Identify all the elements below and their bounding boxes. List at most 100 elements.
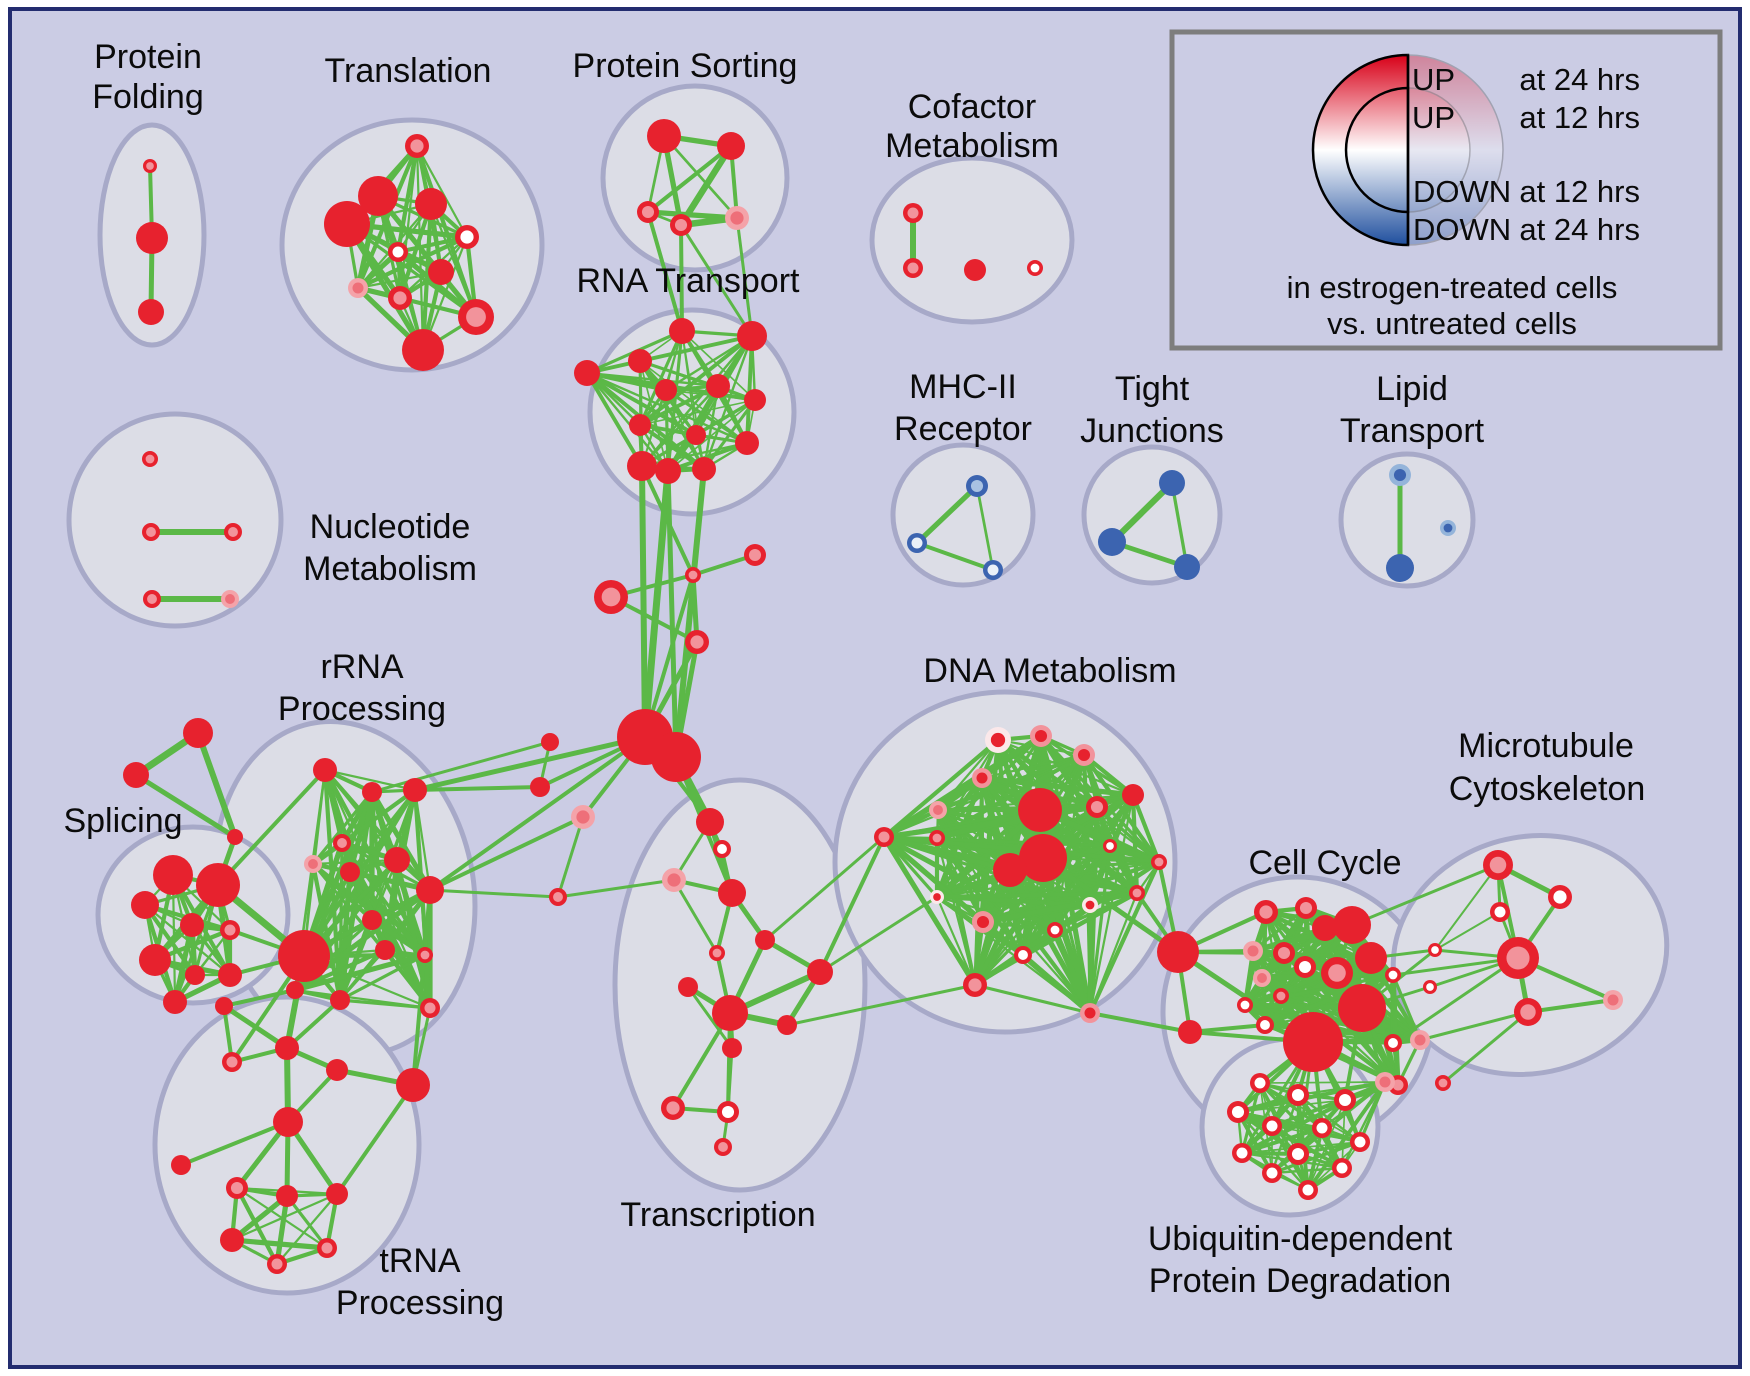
gene-node[interactable] bbox=[735, 431, 759, 455]
gene-node-core bbox=[308, 859, 318, 869]
gene-node[interactable] bbox=[1178, 1020, 1202, 1044]
gene-node[interactable] bbox=[384, 847, 410, 873]
gene-node[interactable] bbox=[629, 414, 651, 436]
edge bbox=[274, 1193, 290, 1267]
gene-node[interactable] bbox=[402, 329, 444, 371]
gene-node[interactable] bbox=[362, 782, 382, 802]
gene-node[interactable] bbox=[1283, 1012, 1343, 1072]
gene-node[interactable] bbox=[276, 1185, 298, 1207]
gene-node[interactable] bbox=[706, 374, 730, 398]
gene-node[interactable] bbox=[628, 349, 652, 373]
edge bbox=[973, 983, 1092, 1015]
gene-node[interactable] bbox=[218, 963, 242, 987]
gene-node[interactable] bbox=[396, 1068, 430, 1102]
gene-node[interactable] bbox=[1019, 834, 1067, 882]
gene-node[interactable] bbox=[183, 718, 213, 748]
gene-node[interactable] bbox=[340, 862, 360, 882]
gene-node[interactable] bbox=[964, 259, 986, 281]
cluster-label-rr: rRNA bbox=[320, 648, 403, 686]
gene-node[interactable] bbox=[1122, 784, 1144, 806]
gene-node[interactable] bbox=[416, 876, 444, 904]
gene-node[interactable] bbox=[669, 318, 695, 344]
gene-node[interactable] bbox=[180, 913, 204, 937]
gene-node[interactable] bbox=[692, 457, 716, 481]
gene-node[interactable] bbox=[326, 1059, 348, 1081]
gene-node[interactable] bbox=[131, 891, 159, 919]
gene-node[interactable] bbox=[1157, 931, 1199, 973]
gene-node[interactable] bbox=[185, 965, 205, 985]
gene-node[interactable] bbox=[777, 1015, 797, 1035]
gene-node[interactable] bbox=[362, 910, 382, 930]
gene-node-core bbox=[553, 892, 563, 902]
gene-node[interactable] bbox=[737, 321, 767, 351]
gene-node[interactable] bbox=[428, 259, 454, 285]
gene-node[interactable] bbox=[139, 944, 171, 976]
gene-node-core bbox=[1277, 946, 1291, 960]
gene-node[interactable] bbox=[171, 1155, 191, 1175]
gene-node[interactable] bbox=[696, 808, 724, 836]
gene-node[interactable] bbox=[313, 758, 337, 782]
gene-node[interactable] bbox=[1386, 554, 1414, 582]
gene-node[interactable] bbox=[1018, 788, 1062, 832]
gene-node[interactable] bbox=[330, 990, 350, 1010]
gene-node[interactable] bbox=[324, 201, 370, 247]
gene-node[interactable] bbox=[686, 425, 706, 445]
gene-node[interactable] bbox=[358, 176, 398, 216]
edge bbox=[382, 857, 400, 953]
gene-node[interactable] bbox=[1174, 554, 1200, 580]
legend-dir-down12: DOWN bbox=[1413, 174, 1511, 209]
gene-node-core bbox=[1494, 906, 1506, 918]
gene-node-core bbox=[690, 635, 704, 649]
gene-node[interactable] bbox=[647, 119, 681, 153]
gene-node[interactable] bbox=[415, 188, 447, 220]
gene-node[interactable] bbox=[227, 829, 243, 845]
gene-node[interactable] bbox=[278, 930, 330, 982]
cluster-label-rr: Processing bbox=[278, 690, 446, 728]
gene-node[interactable] bbox=[744, 389, 766, 411]
gene-node[interactable] bbox=[541, 733, 559, 751]
gene-node[interactable] bbox=[326, 1183, 348, 1205]
gene-node[interactable] bbox=[1312, 915, 1338, 941]
gene-node[interactable] bbox=[655, 379, 677, 401]
gene-node[interactable] bbox=[530, 777, 550, 797]
gene-node[interactable] bbox=[807, 959, 833, 985]
gene-node[interactable] bbox=[993, 853, 1027, 887]
gene-node[interactable] bbox=[375, 940, 395, 960]
gene-node-core bbox=[1414, 1034, 1426, 1046]
gene-node-core bbox=[718, 1142, 728, 1152]
gene-node[interactable] bbox=[1355, 942, 1387, 974]
edge bbox=[881, 737, 1001, 840]
gene-node[interactable] bbox=[651, 732, 701, 782]
gene-node[interactable] bbox=[273, 1107, 303, 1137]
gene-node[interactable] bbox=[627, 451, 657, 481]
gene-node[interactable] bbox=[678, 977, 698, 997]
gene-node[interactable] bbox=[718, 879, 746, 907]
gene-node[interactable] bbox=[1338, 984, 1386, 1032]
gene-node[interactable] bbox=[755, 930, 775, 950]
gene-node[interactable] bbox=[717, 132, 745, 160]
gene-node[interactable] bbox=[712, 995, 748, 1031]
gene-node[interactable] bbox=[153, 855, 193, 895]
legend-time-down12: at 12 hrs bbox=[1519, 174, 1640, 209]
gene-node-core bbox=[666, 1101, 680, 1115]
gene-node[interactable] bbox=[196, 863, 240, 907]
gene-node-core bbox=[878, 831, 890, 843]
gene-node[interactable] bbox=[215, 997, 233, 1015]
gene-node[interactable] bbox=[722, 1038, 742, 1058]
gene-node[interactable] bbox=[286, 981, 304, 999]
gene-node[interactable] bbox=[138, 299, 164, 325]
gene-node-core bbox=[271, 1258, 283, 1270]
edge bbox=[323, 768, 417, 792]
gene-node[interactable] bbox=[123, 762, 149, 788]
gene-node[interactable] bbox=[574, 360, 600, 386]
gene-node[interactable] bbox=[1098, 528, 1126, 556]
gene-node[interactable] bbox=[163, 990, 187, 1014]
gene-node[interactable] bbox=[220, 1228, 244, 1252]
gene-node[interactable] bbox=[1333, 906, 1371, 944]
gene-node[interactable] bbox=[136, 222, 168, 254]
gene-node[interactable] bbox=[655, 458, 681, 484]
gene-node[interactable] bbox=[275, 1036, 299, 1060]
cluster-label-tl: Translation bbox=[325, 52, 492, 90]
gene-node[interactable] bbox=[403, 778, 427, 802]
gene-node[interactable] bbox=[1159, 470, 1185, 496]
